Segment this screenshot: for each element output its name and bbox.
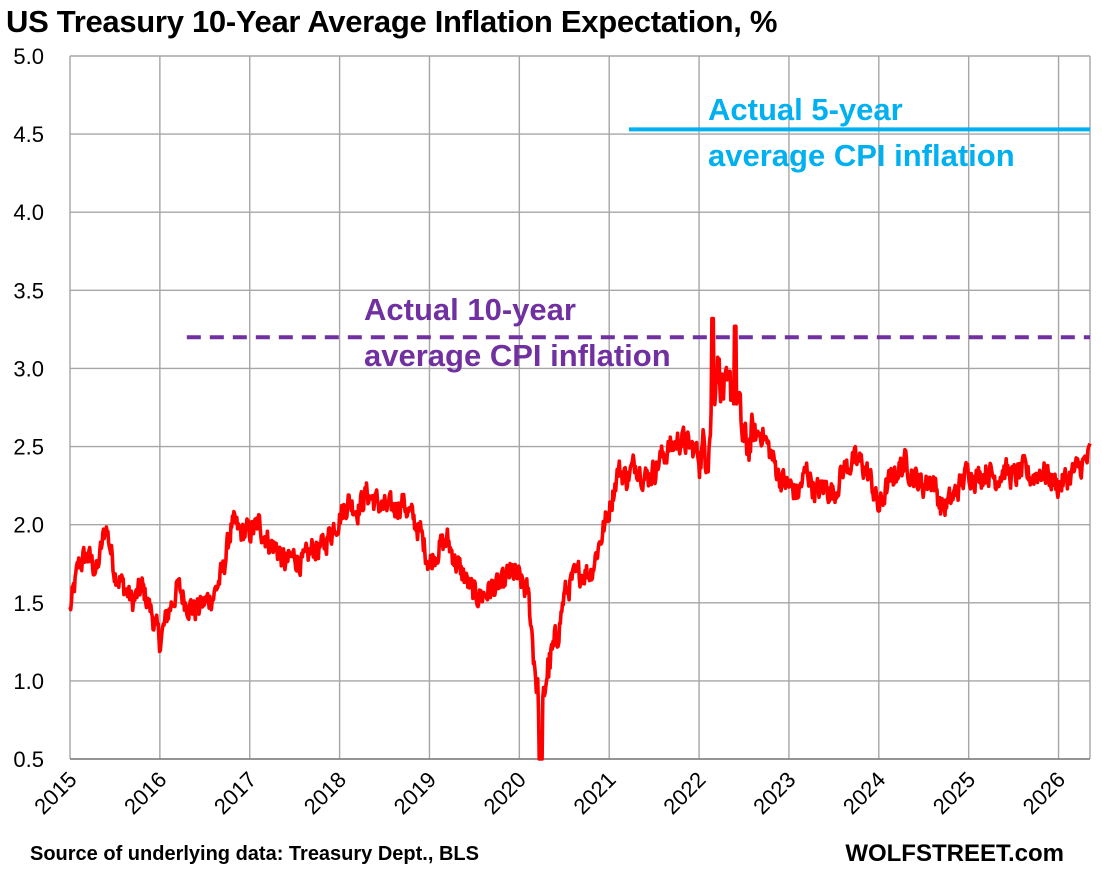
y-tick-label: 4.5 <box>13 122 44 147</box>
y-tick-label: 1.5 <box>13 591 44 616</box>
y-tick-label: 3.0 <box>13 356 44 381</box>
y-tick-label: 4.0 <box>13 200 44 225</box>
x-tick-label: 2025 <box>928 767 980 819</box>
y-tick-label: 1.0 <box>13 669 44 694</box>
x-tick-label: 2023 <box>748 767 800 819</box>
five-year-annotation-line: average CPI inflation <box>708 138 1015 173</box>
y-tick-label: 0.5 <box>13 747 44 772</box>
x-tick-label: 2016 <box>119 767 171 819</box>
ten-year-annotation-line: Actual 10-year <box>364 292 576 327</box>
annotations: Actual 5-year average CPI inflation Actual… <box>364 92 1015 373</box>
five-year-annotation-line: Actual 5-year <box>708 92 903 127</box>
x-tick-label: 2020 <box>479 767 531 819</box>
series-layer <box>68 316 1092 761</box>
x-tick-label: 2019 <box>389 767 441 819</box>
x-axis-ticks: 2015 2016 2017 2018 2019 2020 2021 2022 2023 2024… <box>29 767 1070 819</box>
y-axis-ticks: 5.0 4.5 4.0 3.5 3.0 2.5 2.0 1.5 1.0 0.5 <box>13 44 44 772</box>
brand-label: WOLFSTREET.com <box>845 840 1064 867</box>
x-tick-label: 2022 <box>658 767 710 819</box>
gridlines <box>69 55 1091 760</box>
x-tick-label: 2021 <box>568 767 620 819</box>
y-tick-label: 2.0 <box>13 513 44 538</box>
x-tick-label: 2017 <box>209 767 261 819</box>
x-tick-label: 2018 <box>299 767 351 819</box>
source-note: Source of underlying data: Treasury Dept… <box>30 843 479 865</box>
reference-lines <box>186 127 1090 340</box>
y-tick-label: 5.0 <box>13 44 44 69</box>
y-tick-label: 3.5 <box>13 278 44 303</box>
ten-year-annotation-line: average CPI inflation <box>364 338 671 373</box>
x-tick-label: 2026 <box>1018 767 1070 819</box>
x-tick-label: 2024 <box>838 767 890 819</box>
x-tick-label: 2015 <box>29 767 81 819</box>
chart-title: US Treasury 10-Year Average Inflation Ex… <box>6 4 778 39</box>
y-tick-label: 2.5 <box>13 435 44 460</box>
inflation-expectation-series <box>68 316 1092 761</box>
